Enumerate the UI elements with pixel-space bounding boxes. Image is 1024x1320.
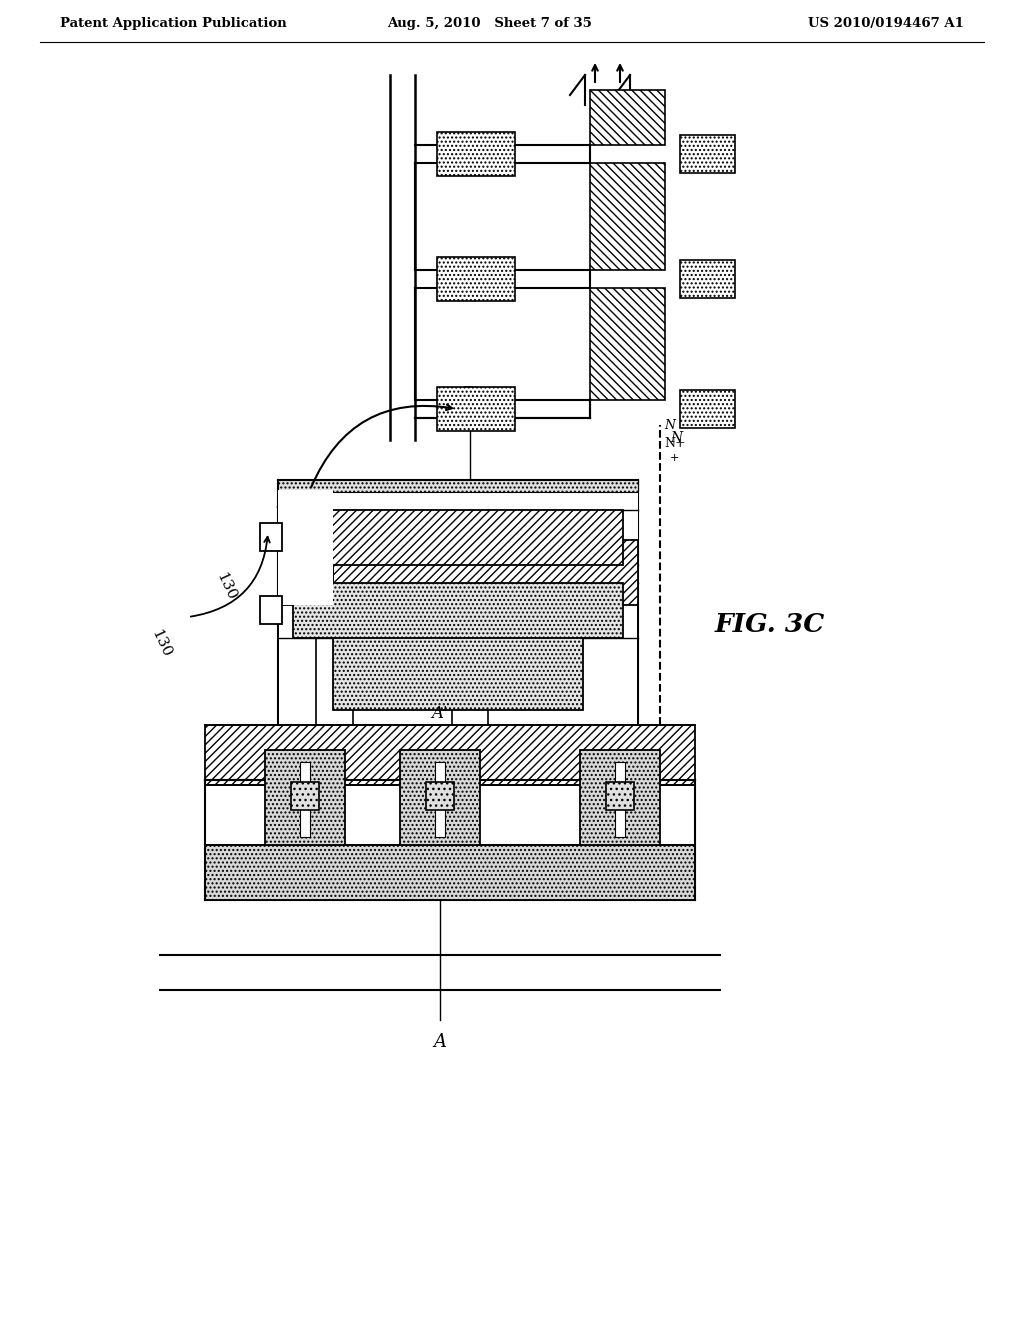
Bar bbox=[400, 750, 480, 845]
Bar bbox=[680, 135, 735, 173]
Bar bbox=[680, 260, 735, 298]
Bar bbox=[278, 540, 333, 605]
Bar bbox=[580, 750, 660, 845]
Bar bbox=[278, 480, 638, 492]
Text: N: N bbox=[670, 432, 682, 445]
Text: Patent Application Publication: Patent Application Publication bbox=[60, 17, 287, 30]
Text: +: + bbox=[670, 453, 679, 463]
Text: 130: 130 bbox=[270, 500, 295, 532]
Bar bbox=[435, 762, 445, 837]
Bar bbox=[333, 624, 583, 710]
Text: Aug. 5, 2010   Sheet 7 of 35: Aug. 5, 2010 Sheet 7 of 35 bbox=[387, 17, 593, 30]
Bar bbox=[333, 540, 638, 605]
Bar bbox=[293, 510, 623, 565]
Text: 130: 130 bbox=[148, 627, 173, 659]
Text: N+: N+ bbox=[664, 437, 686, 450]
Bar bbox=[291, 781, 319, 810]
Bar bbox=[437, 257, 515, 301]
Bar bbox=[278, 480, 638, 490]
Bar bbox=[300, 762, 310, 837]
Text: B': B' bbox=[462, 385, 478, 403]
Text: B: B bbox=[464, 822, 476, 840]
Text: N: N bbox=[664, 418, 675, 432]
Text: A': A' bbox=[432, 705, 449, 722]
Bar bbox=[279, 480, 637, 770]
Polygon shape bbox=[590, 288, 665, 400]
Bar bbox=[606, 781, 634, 810]
Bar bbox=[680, 389, 735, 428]
Bar bbox=[437, 132, 515, 176]
Text: US 2010/0194467 A1: US 2010/0194467 A1 bbox=[808, 17, 964, 30]
Polygon shape bbox=[590, 162, 665, 271]
Bar bbox=[265, 750, 345, 845]
Bar bbox=[278, 490, 333, 605]
Polygon shape bbox=[590, 90, 665, 145]
Bar bbox=[615, 762, 625, 837]
Text: A: A bbox=[433, 1034, 446, 1051]
Bar bbox=[260, 523, 282, 550]
Bar bbox=[260, 597, 282, 624]
Bar bbox=[293, 583, 623, 638]
Text: 130: 130 bbox=[213, 570, 238, 602]
Text: FIG. 3C: FIG. 3C bbox=[715, 612, 825, 638]
Bar bbox=[278, 490, 638, 545]
Bar bbox=[437, 387, 515, 432]
Bar bbox=[426, 781, 454, 810]
Bar bbox=[205, 725, 695, 785]
Bar bbox=[205, 845, 695, 900]
